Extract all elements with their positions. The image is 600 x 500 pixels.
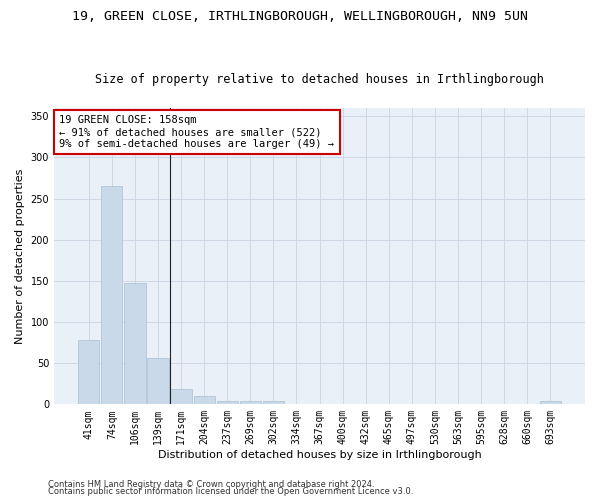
Text: 19 GREEN CLOSE: 158sqm
← 91% of detached houses are smaller (522)
9% of semi-det: 19 GREEN CLOSE: 158sqm ← 91% of detached… xyxy=(59,116,334,148)
Bar xyxy=(217,401,238,404)
Bar xyxy=(101,186,122,404)
Y-axis label: Number of detached properties: Number of detached properties xyxy=(15,168,25,344)
Bar xyxy=(539,401,561,404)
Text: 19, GREEN CLOSE, IRTHLINGBOROUGH, WELLINGBOROUGH, NN9 5UN: 19, GREEN CLOSE, IRTHLINGBOROUGH, WELLIN… xyxy=(72,10,528,23)
Bar xyxy=(148,358,169,405)
Bar xyxy=(263,401,284,404)
Text: Contains HM Land Registry data © Crown copyright and database right 2024.: Contains HM Land Registry data © Crown c… xyxy=(48,480,374,489)
Bar xyxy=(170,388,191,404)
Bar xyxy=(124,284,146,405)
Title: Size of property relative to detached houses in Irthlingborough: Size of property relative to detached ho… xyxy=(95,73,544,86)
Bar xyxy=(194,396,215,404)
X-axis label: Distribution of detached houses by size in Irthlingborough: Distribution of detached houses by size … xyxy=(158,450,481,460)
Text: Contains public sector information licensed under the Open Government Licence v3: Contains public sector information licen… xyxy=(48,487,413,496)
Bar xyxy=(239,401,261,404)
Bar xyxy=(78,340,100,404)
